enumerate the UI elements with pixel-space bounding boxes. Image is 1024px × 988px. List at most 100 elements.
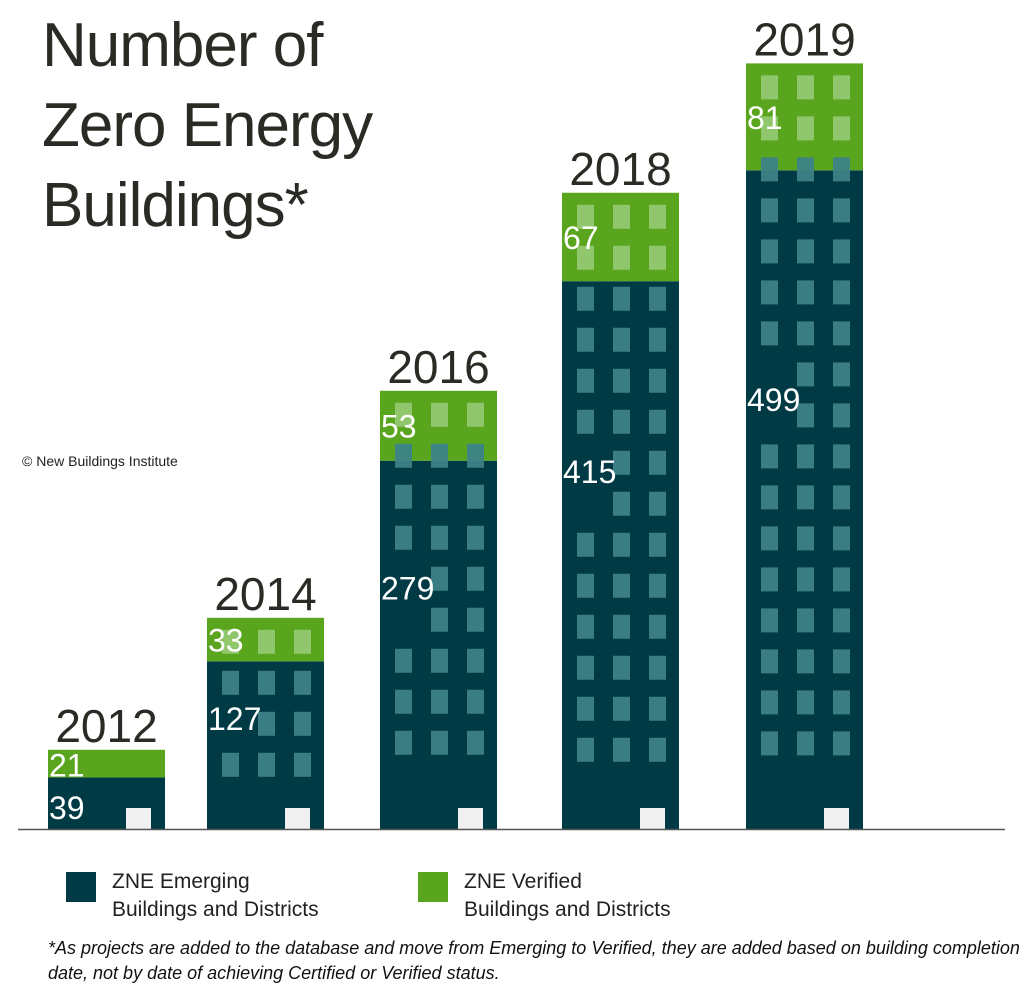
window-icon [431,525,448,550]
verified-value-label: 21 [49,748,85,784]
window-icon [467,525,484,550]
window-icon [613,204,630,229]
chart-title: Number of Zero Energy Buildings* [42,6,373,246]
window-icon [431,607,448,632]
window-icon [467,484,484,509]
legend-label: Buildings and Districts [464,898,671,921]
window-icon [577,737,594,762]
window-icon [577,286,594,311]
window-icon [649,368,666,393]
window-icon [833,239,850,264]
window-icon [294,711,311,736]
window-icon [467,730,484,755]
window-icon [797,649,814,674]
door-icon [458,808,483,829]
window-icon [797,239,814,264]
bar-chart: 21 39 2012 33 127 2014 53 279 2016 67 415 2018 81 499… [18,13,1005,831]
year-tick-label: 2019 [753,13,855,65]
window-icon [294,629,311,654]
window-icon [761,649,778,674]
window-icon [649,286,666,311]
window-icon [431,484,448,509]
bar-verified [48,749,165,778]
window-icon [467,607,484,632]
window-icon [761,608,778,633]
window-icon [833,444,850,469]
window-icon [761,731,778,756]
window-icon [797,75,814,100]
window-icon [222,670,239,695]
door-icon [824,808,849,829]
window-icon [395,525,412,550]
window-icon [649,614,666,639]
window-icon [797,198,814,223]
window-icon [649,491,666,516]
window-icon [613,450,630,475]
title-line: Zero Energy [42,91,373,160]
legend-label: ZNE Emerging [112,870,250,893]
window-icon [258,752,275,777]
window-icon [797,485,814,510]
window-icon [431,402,448,427]
emerging-value-label: 39 [49,790,85,826]
window-icon [467,402,484,427]
window-icon [258,629,275,654]
window-icon [761,239,778,264]
window-icon [395,484,412,509]
window-icon [761,485,778,510]
emerging-value-label: 127 [208,701,261,737]
year-tick-label: 2016 [387,341,489,393]
window-icon [797,321,814,346]
window-icon [431,566,448,591]
window-icon [833,567,850,592]
window-icon [833,485,850,510]
verified-value-label: 81 [747,100,783,136]
window-icon [577,573,594,598]
window-icon [797,690,814,715]
year-tick-label: 2012 [55,700,157,752]
window-icon [833,280,850,305]
window-icon [649,409,666,434]
verified-value-label: 53 [381,409,417,445]
window-icon [577,245,594,270]
window-icon [833,608,850,633]
window-icon [797,362,814,387]
door-icon [285,808,310,829]
window-icon [649,327,666,352]
window-icon [613,286,630,311]
window-icon [222,752,239,777]
verified-value-label: 67 [563,220,599,256]
window-icon [613,614,630,639]
window-icon [649,573,666,598]
window-icon [761,157,778,182]
window-icon [613,245,630,270]
window-icon [761,526,778,551]
window-icon [833,690,850,715]
window-icon [577,696,594,721]
window-icon [577,409,594,434]
window-icon [833,116,850,141]
window-icon [649,532,666,557]
window-icon [613,696,630,721]
window-icon [577,327,594,352]
window-icon [797,444,814,469]
title-line: Buildings* [42,171,309,240]
legend-label: Buildings and Districts [112,898,319,921]
window-icon [577,655,594,680]
window-icon [467,648,484,673]
window-icon [761,690,778,715]
title-line: Number of [42,11,323,80]
window-icon [294,670,311,695]
window-icon [797,731,814,756]
window-icon [797,608,814,633]
window-icon [833,321,850,346]
window-icon [649,737,666,762]
window-icon [222,629,239,654]
window-icon [577,204,594,229]
window-icon [395,443,412,468]
door-icon [126,808,151,829]
bar-emerging [380,460,497,829]
footnote: *As projects are added to the database a… [48,938,1020,983]
window-icon [294,752,311,777]
window-icon [833,75,850,100]
